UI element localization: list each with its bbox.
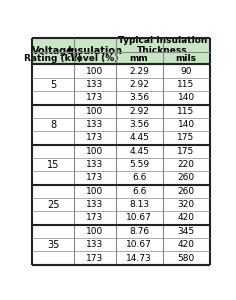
Text: 420: 420 — [177, 240, 194, 249]
Text: 4.45: 4.45 — [129, 147, 149, 156]
Bar — [32, 145, 210, 158]
Text: 10.67: 10.67 — [126, 240, 152, 249]
Text: 90: 90 — [180, 67, 192, 76]
Text: 4.45: 4.45 — [129, 134, 149, 142]
Bar — [32, 118, 210, 131]
Text: 100: 100 — [86, 187, 103, 196]
Bar — [32, 158, 210, 171]
Text: 140: 140 — [177, 93, 195, 102]
Text: mm: mm — [130, 54, 148, 63]
Text: 420: 420 — [177, 214, 194, 223]
Text: 100: 100 — [86, 67, 103, 76]
Text: 260: 260 — [177, 187, 195, 196]
Text: 8.76: 8.76 — [129, 227, 149, 236]
Text: 6.6: 6.6 — [132, 187, 146, 196]
Text: 25: 25 — [47, 200, 59, 210]
Text: 100: 100 — [86, 107, 103, 116]
Text: 345: 345 — [177, 227, 195, 236]
Text: 173: 173 — [86, 254, 103, 262]
Text: 2.92: 2.92 — [129, 80, 149, 89]
Bar — [32, 211, 210, 225]
Text: 15: 15 — [47, 160, 59, 170]
Text: 320: 320 — [177, 200, 195, 209]
Text: 6.6: 6.6 — [132, 173, 146, 182]
Text: Typical Insulation
Thickness: Typical Insulation Thickness — [118, 35, 207, 55]
Text: mils: mils — [176, 54, 197, 63]
Text: 115: 115 — [177, 107, 195, 116]
Text: Level (%): Level (%) — [71, 54, 118, 63]
Bar — [32, 238, 210, 251]
Text: Insulation: Insulation — [67, 46, 122, 56]
Text: 100: 100 — [86, 227, 103, 236]
Text: 5.59: 5.59 — [129, 160, 149, 169]
Text: 175: 175 — [177, 134, 195, 142]
Text: 220: 220 — [177, 160, 194, 169]
Text: Voltage: Voltage — [32, 46, 74, 56]
Text: 3.56: 3.56 — [129, 93, 149, 102]
Text: 133: 133 — [86, 120, 103, 129]
Text: 260: 260 — [177, 173, 195, 182]
Bar — [32, 225, 210, 238]
Text: 133: 133 — [86, 160, 103, 169]
Text: 100: 100 — [86, 147, 103, 156]
Bar — [162, 38, 163, 52]
Text: 133: 133 — [86, 240, 103, 249]
Bar — [32, 171, 210, 184]
Text: 3.56: 3.56 — [129, 120, 149, 129]
Bar — [32, 38, 210, 64]
Text: 173: 173 — [86, 93, 103, 102]
Text: 173: 173 — [86, 214, 103, 223]
Text: Rating (kV): Rating (kV) — [24, 54, 82, 63]
Bar — [32, 184, 210, 198]
Text: 5: 5 — [50, 80, 56, 89]
Text: 133: 133 — [86, 80, 103, 89]
Text: 133: 133 — [86, 200, 103, 209]
Bar — [32, 91, 210, 104]
Bar — [32, 64, 210, 78]
Bar — [32, 251, 210, 265]
Text: 14.73: 14.73 — [126, 254, 152, 262]
Text: 173: 173 — [86, 134, 103, 142]
Bar — [32, 198, 210, 211]
Text: 8.13: 8.13 — [129, 200, 149, 209]
Bar — [32, 78, 210, 91]
Text: 173: 173 — [86, 173, 103, 182]
Bar — [32, 131, 210, 145]
Text: 35: 35 — [47, 240, 59, 250]
Text: 175: 175 — [177, 147, 195, 156]
Text: 8: 8 — [50, 119, 56, 130]
Text: 2.92: 2.92 — [129, 107, 149, 116]
Bar — [32, 104, 210, 118]
Text: 580: 580 — [177, 254, 195, 262]
Text: 140: 140 — [177, 120, 195, 129]
Text: 10.67: 10.67 — [126, 214, 152, 223]
Text: 115: 115 — [177, 80, 195, 89]
Text: 2.29: 2.29 — [129, 67, 149, 76]
